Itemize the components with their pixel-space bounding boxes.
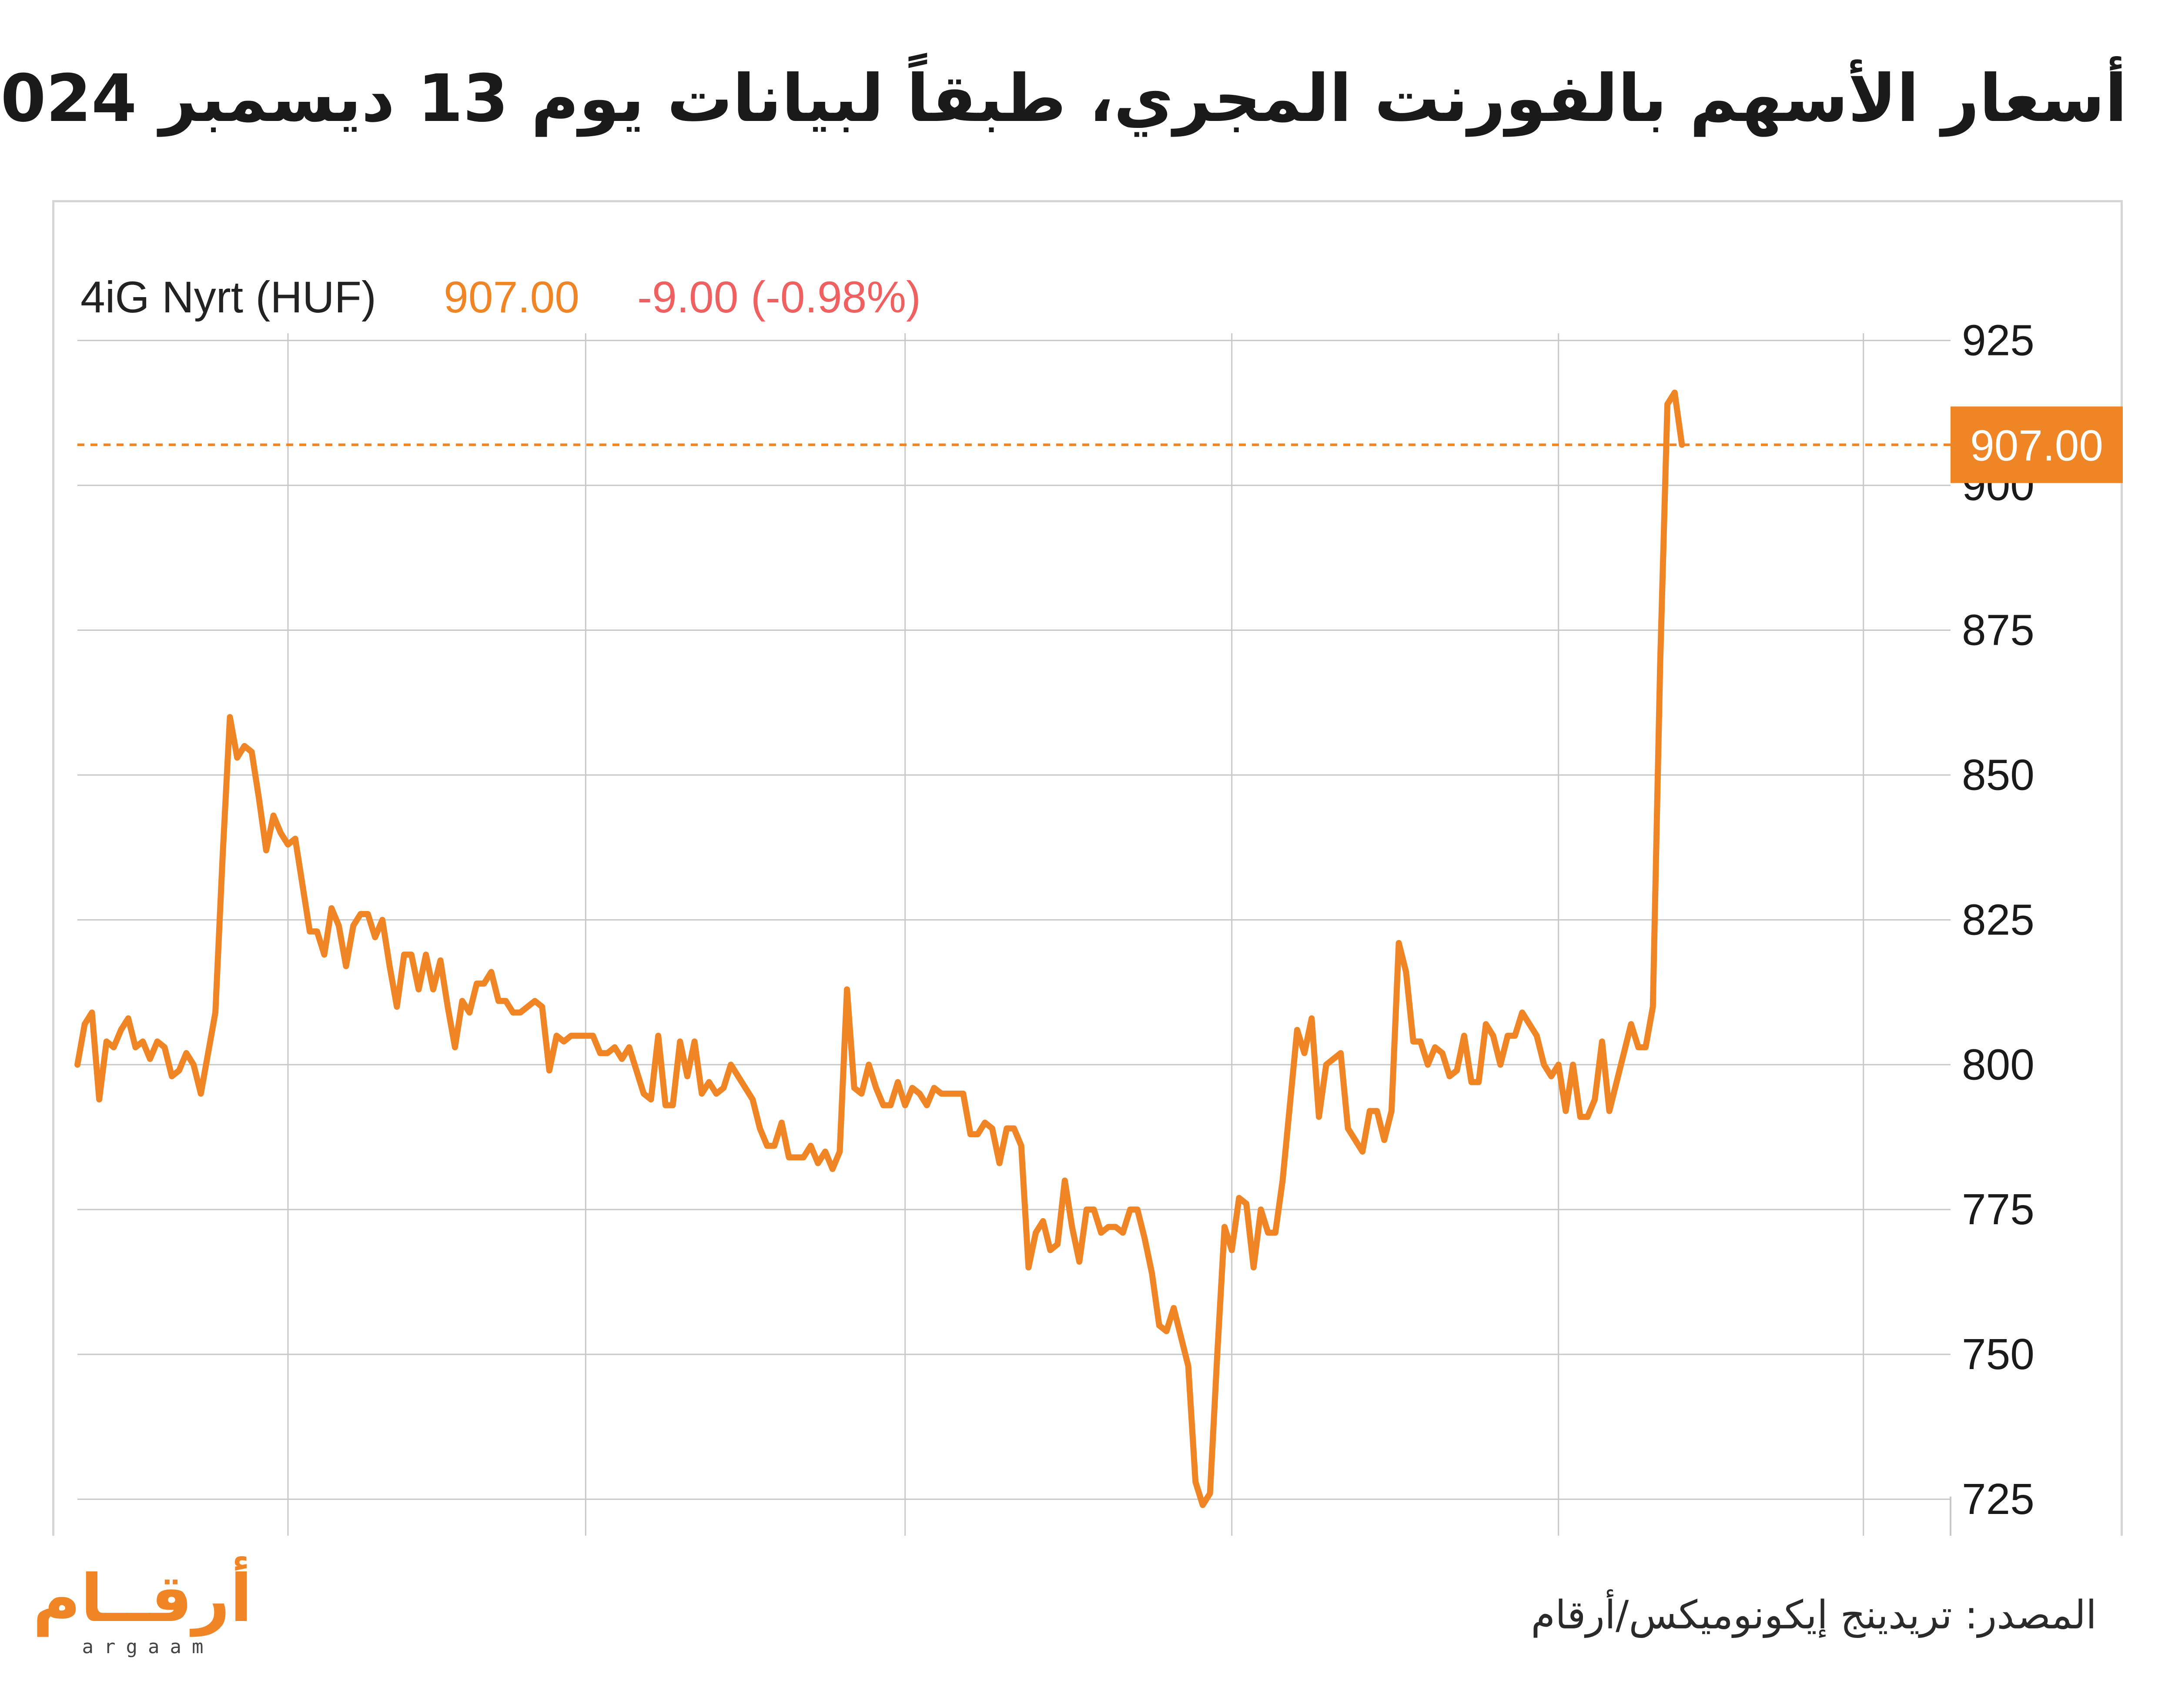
argaam-logo: أرقــام argaam: [33, 1561, 252, 1666]
y-tick-label: 825: [1962, 895, 2034, 944]
instrument-name: 4iG Nyrt (HUF): [80, 272, 376, 322]
logo-wordmark: أرقــام: [33, 1561, 252, 1637]
y-tick-label: 775: [1962, 1185, 2034, 1234]
last-price-badge: [1951, 406, 2123, 483]
chart-title: أسعار الأسهم بالفورنت المجري، طبقاً لبيا…: [0, 61, 2127, 137]
y-tick-label: 875: [1962, 606, 2034, 655]
source-note: المصدر: تريدينج إيكونوميكس/أرقام: [1531, 1592, 2097, 1638]
instrument-price: 907.00: [444, 272, 579, 322]
chart-frame: [52, 200, 2123, 1536]
y-tick-label: 750: [1962, 1330, 2034, 1379]
y-tick-label: 850: [1962, 750, 2034, 799]
y-tick-label: 725: [1962, 1475, 2034, 1524]
grid-layer: [77, 333, 1951, 1536]
price-series-line: [74, 389, 1685, 1508]
y-tick-label: 800: [1962, 1040, 2034, 1089]
line-layer: [74, 389, 1685, 1508]
y-tick-label: 925: [1962, 316, 2034, 365]
last-price-label: 907.00: [1970, 421, 2103, 470]
logo-subtext: argaam: [82, 1636, 214, 1658]
instrument-change: -9.00 (-0.98%): [637, 272, 921, 322]
